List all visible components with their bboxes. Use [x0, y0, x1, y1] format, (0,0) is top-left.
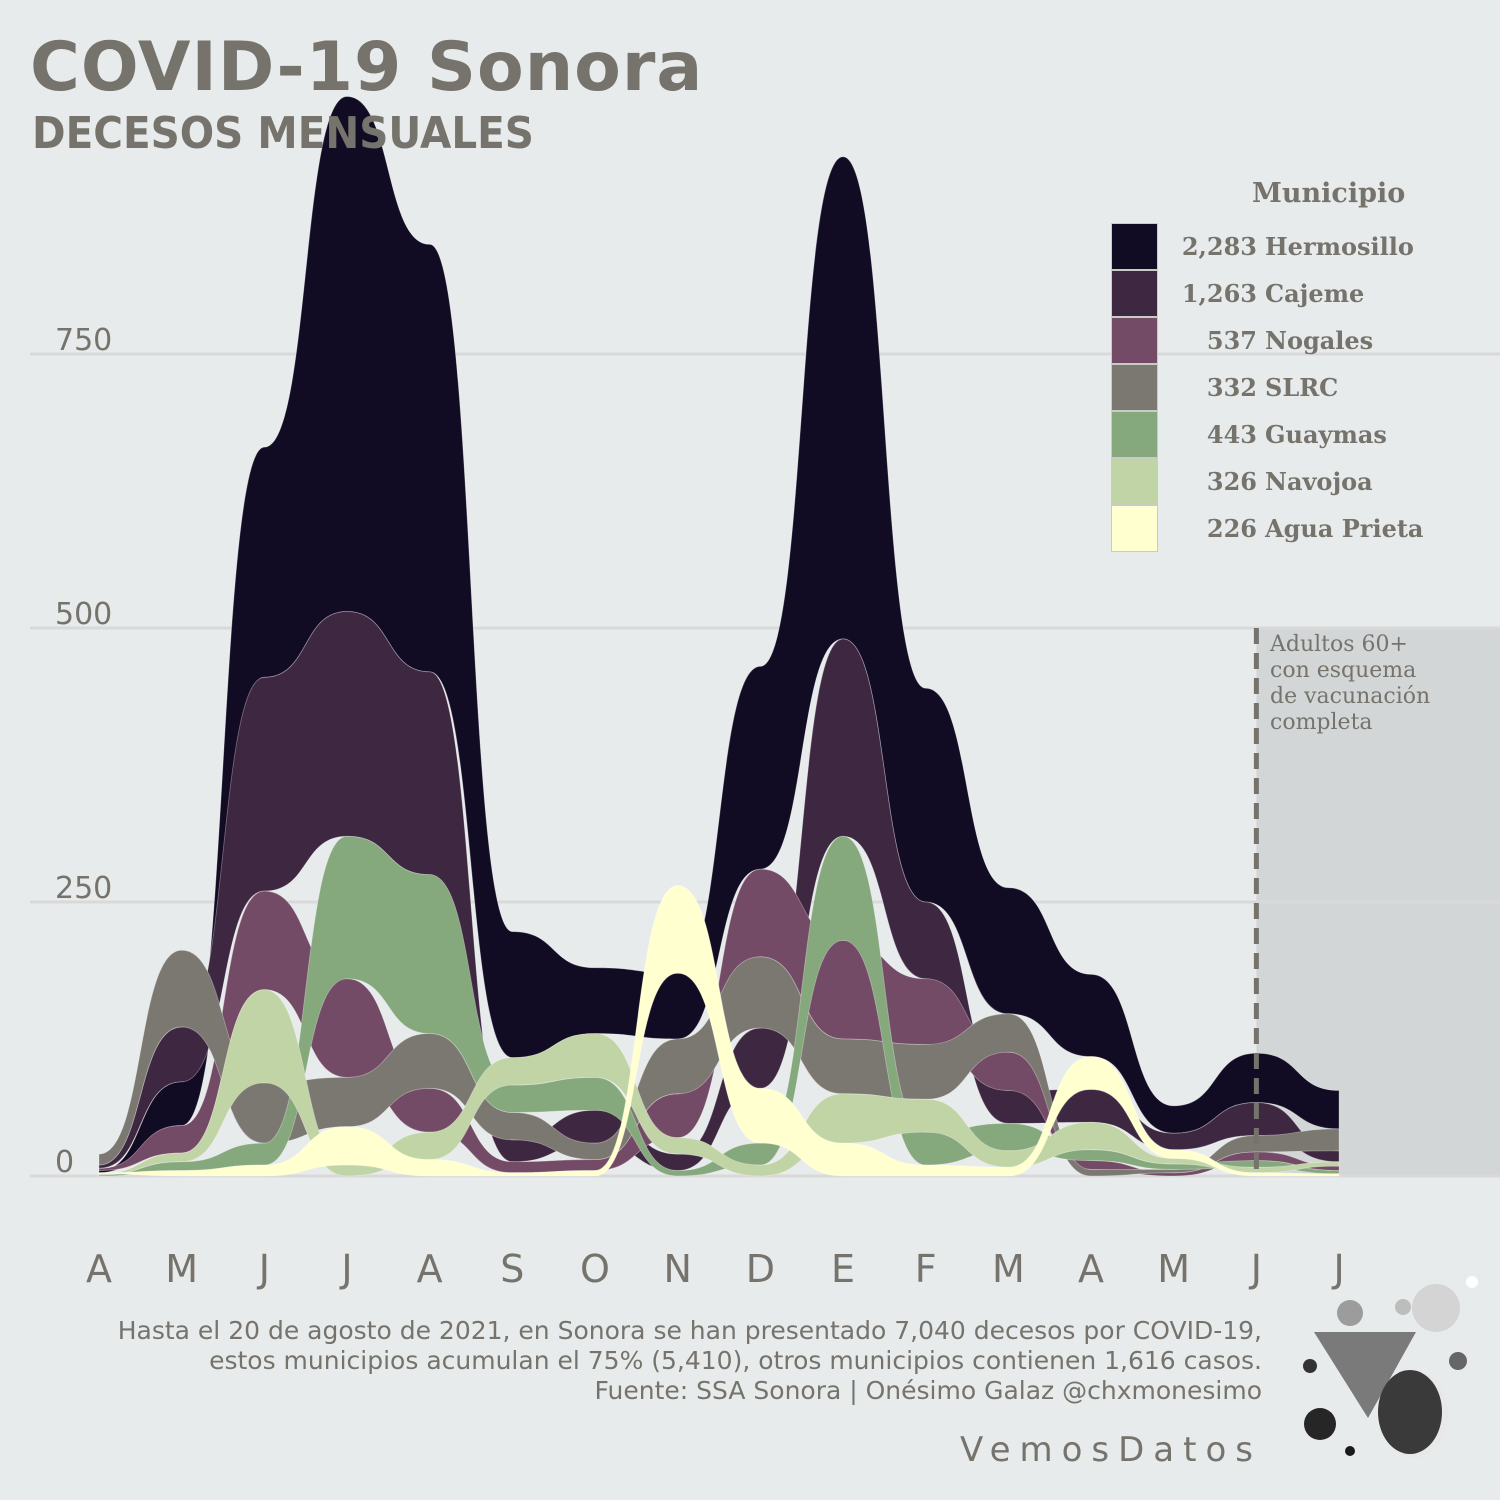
x-tick-label: M: [165, 1247, 198, 1291]
legend-label: Hermosillo: [1265, 232, 1414, 261]
brand-name: VemosDatos: [959, 1430, 1262, 1470]
legend-count: 326: [1206, 467, 1257, 496]
legend-count: 537: [1206, 326, 1257, 355]
x-tick-label: J: [1331, 1247, 1344, 1291]
footnote: Hasta el 20 de agosto de 2021, en Sonora…: [62, 1316, 1262, 1406]
legend-swatch: [1111, 458, 1158, 505]
legend-swatch: [1111, 364, 1158, 411]
legend-count: 443: [1206, 420, 1257, 449]
area-hermosillo: [98, 96, 1340, 1174]
legend-count: 1,263: [1181, 279, 1257, 308]
y-tick-label: 250: [55, 871, 112, 906]
legend-item-hermosillo: 2,283 Hermosillo: [1111, 223, 1481, 270]
legend-swatch: [1111, 270, 1158, 317]
x-tick-label: D: [746, 1247, 775, 1291]
legend-item-cajeme: 1,263 Cajeme: [1111, 270, 1481, 317]
y-tick-label: 500: [55, 597, 112, 632]
legend-item-navojoa: 326 Navojoa: [1111, 458, 1481, 505]
legend-count: 332: [1206, 373, 1257, 402]
legend-item-guaymas: 443 Guaymas: [1111, 411, 1481, 458]
annotation-line: con esquema: [1270, 658, 1417, 683]
area-cajeme: [98, 611, 1340, 1171]
x-tick-label: N: [663, 1247, 691, 1291]
x-tick-label: A: [417, 1247, 443, 1291]
area-navojoa: [98, 989, 1340, 1177]
legend-label: Navojoa: [1265, 467, 1373, 496]
legend-item-nogales: 537 Nogales: [1111, 317, 1481, 364]
legend-label: SLRC: [1265, 373, 1339, 402]
x-tick-label: F: [915, 1247, 937, 1291]
chart-title: COVID-19 Sonora: [30, 28, 704, 107]
vaccination-annotation: Adultos 60+ con esquema de vacunación co…: [1270, 632, 1470, 736]
legend-label: Cajeme: [1265, 279, 1365, 308]
legend-count: 2,283: [1181, 232, 1257, 261]
x-tick-label: E: [831, 1247, 855, 1291]
x-tick-label: M: [992, 1247, 1025, 1291]
legend-label: Agua Prieta: [1265, 514, 1424, 543]
legend-title: Municipio: [1252, 178, 1406, 209]
legend-count: 226: [1206, 514, 1257, 543]
x-tick-label: A: [86, 1247, 112, 1291]
x-tick-label: J: [257, 1247, 270, 1291]
annotation-line: Adultos 60+: [1270, 632, 1408, 657]
vemosdatos-logo: [1303, 1276, 1478, 1458]
legend-label: Guaymas: [1265, 420, 1387, 449]
source-credit: Fuente: SSA Sonora | Onésimo Galaz @chxm…: [594, 1376, 1262, 1405]
x-tick-label: O: [580, 1247, 610, 1291]
footnote-line: estos municipios acumulan el 75% (5,410)…: [209, 1346, 1262, 1375]
footnote-line: Hasta el 20 de agosto de 2021, en Sonora…: [117, 1316, 1262, 1345]
y-tick-label: 0: [55, 1145, 74, 1180]
y-tick-label: 750: [55, 323, 112, 358]
x-tick-label: J: [1249, 1247, 1262, 1291]
annotation-line: completa: [1270, 710, 1373, 735]
legend-swatch: [1111, 505, 1158, 552]
legend-item-slrc: 332 SLRC: [1111, 364, 1481, 411]
chart-subtitle: DECESOS MENSUALES: [32, 108, 534, 159]
legend-label: Nogales: [1265, 326, 1374, 355]
legend-swatch: [1111, 223, 1158, 270]
annotation-line: de vacunación: [1270, 684, 1431, 709]
legend-item-agua-prieta: 226 Agua Prieta: [1111, 505, 1481, 552]
legend-swatch: [1111, 317, 1158, 364]
x-tick-label: A: [1078, 1247, 1104, 1291]
legend-swatch: [1111, 411, 1158, 458]
x-tick-label: J: [339, 1247, 352, 1291]
area-agua-prieta: [98, 885, 1340, 1177]
x-tick-label: S: [500, 1247, 524, 1291]
x-tick-label: M: [1157, 1247, 1190, 1291]
